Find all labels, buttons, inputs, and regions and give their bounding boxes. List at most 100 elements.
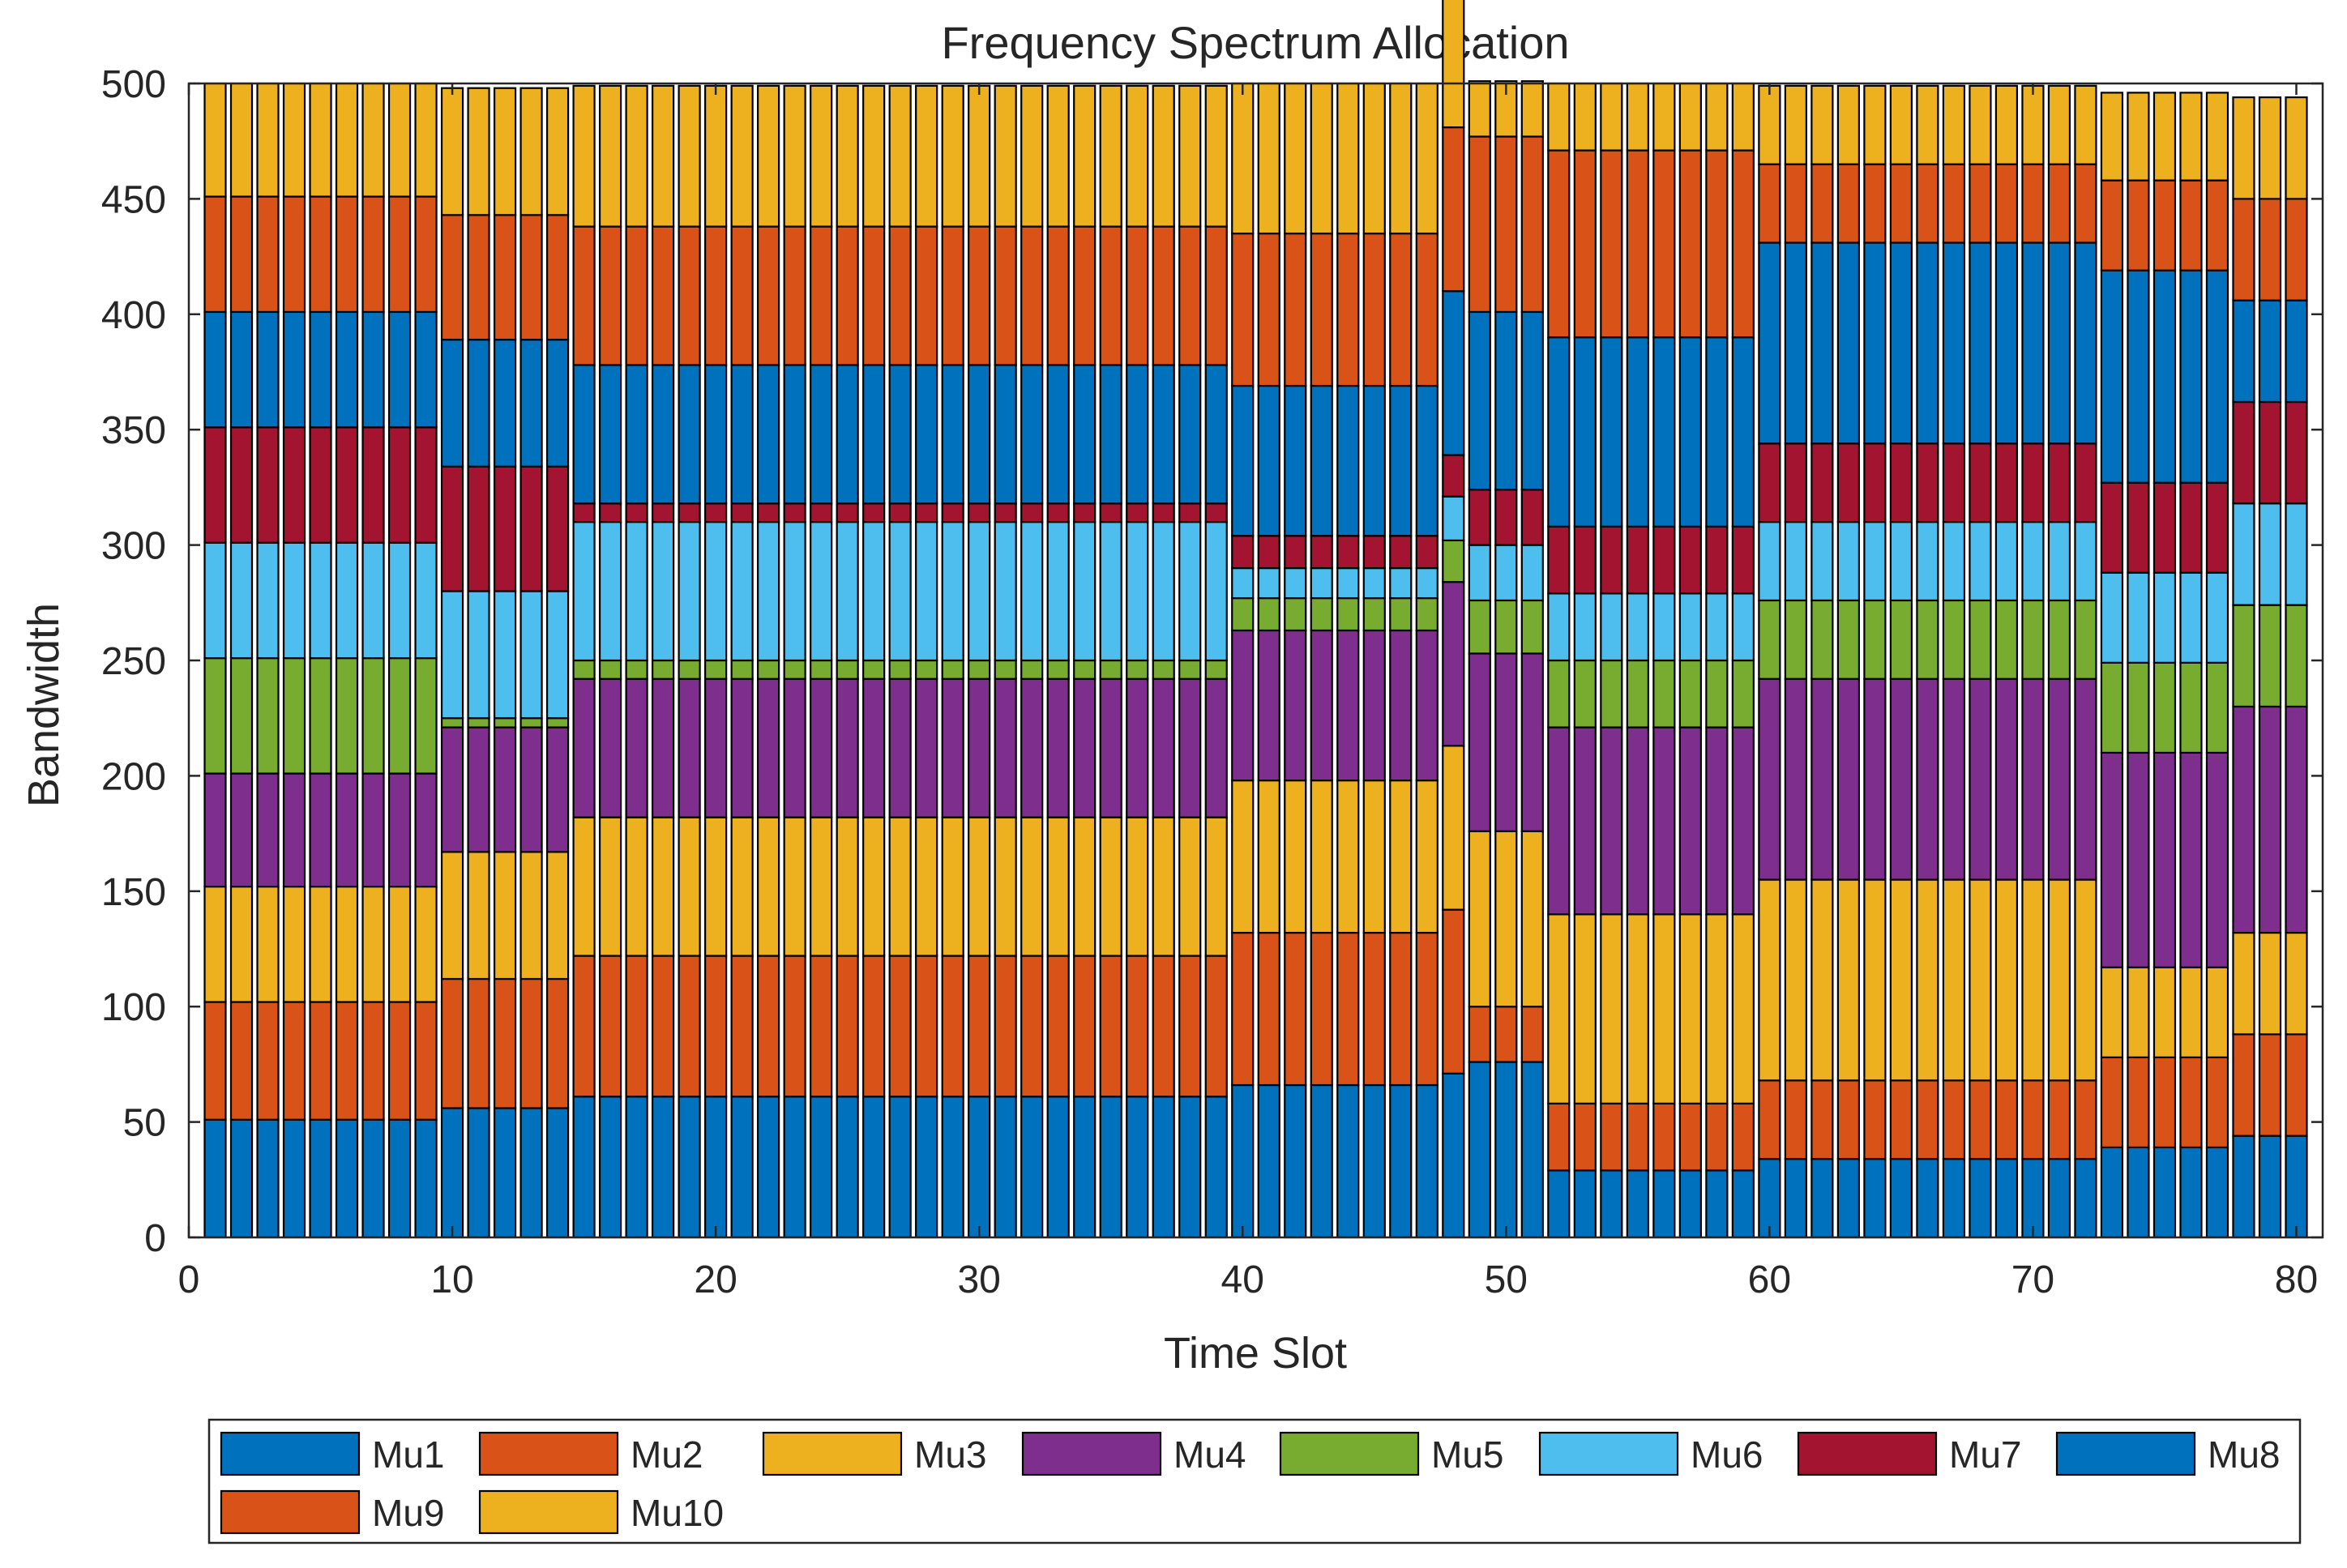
bar-t22-mu7	[757, 502, 780, 523]
bar-t29-mu6	[941, 521, 964, 662]
bar-t79-mu9	[2258, 198, 2282, 301]
bar-t58-mu1	[1705, 1169, 1729, 1239]
bar-t69-mu6	[1994, 521, 2019, 602]
bar-t24-mu4	[810, 677, 833, 818]
bar-t51-mu3	[1520, 830, 1544, 1008]
bar-t68-mu2	[1969, 1079, 1992, 1160]
bar-t60-mu9	[1758, 163, 1781, 244]
bar-t78-mu3	[2232, 931, 2255, 1036]
bar-t68-mu9	[1969, 163, 1992, 244]
bar-t18-mu4	[652, 677, 675, 818]
bar-t57-mu8	[1678, 336, 1702, 528]
bar-t53-mu1	[1573, 1169, 1597, 1239]
bar-t14-mu4	[545, 726, 570, 853]
bar-t53-mu6	[1573, 592, 1597, 662]
bar-t15-mu7	[572, 502, 596, 523]
bar-t79-mu8	[2258, 299, 2282, 404]
bar-t18-mu7	[652, 502, 675, 523]
bar-t72-mu10	[2074, 84, 2097, 165]
bar-t80-mu2	[2285, 1033, 2308, 1137]
chart-title: Frequency Spectrum Allocation	[941, 17, 1569, 68]
bar-t32-mu3	[1020, 816, 1044, 957]
bar-t78-mu4	[2232, 705, 2255, 934]
legend-label-mu4: Mu4	[1174, 1433, 1246, 1476]
bar-t29-mu5	[941, 659, 964, 680]
bar-t50-mu9	[1494, 135, 1518, 314]
bar-t75-mu3	[2152, 966, 2177, 1058]
bar-t58-mu6	[1705, 592, 1729, 662]
bar-t67-mu6	[1942, 521, 1966, 602]
bar-t13-mu6	[519, 590, 543, 720]
x-axis-label: Time Slot	[1164, 1329, 1347, 1378]
bar-t16-mu10	[598, 84, 622, 228]
bar-t24-mu10	[810, 84, 833, 228]
bar-t1-mu6	[203, 541, 227, 660]
bar-t12-mu8	[493, 339, 517, 468]
bar-t15-mu2	[572, 955, 596, 1098]
bar-t52-mu6	[1547, 592, 1571, 662]
bar-t40-mu5	[1231, 596, 1255, 632]
bar-t39-mu10	[1204, 84, 1228, 228]
bar-t37-mu6	[1152, 521, 1175, 662]
bar-t51-mu6	[1520, 544, 1544, 602]
bar-t65-mu10	[1889, 84, 1913, 165]
bar-t40-mu4	[1231, 629, 1255, 782]
bar-t67-mu1	[1942, 1158, 1966, 1239]
bar-t14-mu2	[545, 977, 570, 1109]
bar-t52-mu4	[1547, 726, 1571, 916]
bar-t52-mu1	[1547, 1169, 1571, 1239]
bar-t74-mu3	[2127, 966, 2150, 1058]
bar-t56-mu7	[1652, 525, 1676, 595]
bar-t54-mu1	[1600, 1169, 1623, 1239]
bar-t66-mu6	[1916, 521, 1939, 602]
bar-t46-mu9	[1389, 233, 1413, 387]
bar-t23-mu8	[783, 364, 806, 505]
bar-t79-mu4	[2258, 705, 2282, 934]
y-tick-label: 200	[101, 755, 166, 798]
bar-t7-mu9	[361, 195, 385, 314]
bar-t65-mu8	[1889, 241, 1913, 445]
bar-t64-mu6	[1863, 521, 1887, 602]
y-tick-label: 350	[101, 409, 166, 452]
bar-t2-mu8	[229, 310, 254, 429]
bar-t25-mu7	[836, 502, 859, 523]
bar-t53-mu2	[1573, 1102, 1597, 1172]
bar-t18-mu6	[652, 521, 675, 662]
bar-t39-mu5	[1204, 659, 1228, 680]
bar-t12-mu5	[493, 717, 517, 728]
bar-t13-mu9	[519, 214, 543, 341]
bar-t15-mu8	[572, 364, 596, 505]
bar-t1-mu8	[203, 310, 227, 429]
bar-t45-mu5	[1362, 596, 1386, 632]
bar-t48-mu1	[1442, 1072, 1465, 1239]
bar-t48-mu4	[1442, 581, 1465, 747]
bar-t60-mu3	[1758, 878, 1781, 1082]
bar-t41-mu1	[1257, 1083, 1280, 1239]
bar-t36-mu3	[1126, 816, 1149, 957]
bar-t38-mu1	[1178, 1096, 1202, 1239]
bar-t59-mu2	[1731, 1102, 1755, 1172]
bar-t35-mu3	[1099, 816, 1122, 957]
bar-t76-mu3	[2179, 966, 2203, 1058]
x-tick-label: 10	[430, 1258, 473, 1301]
bar-t10-mu1	[440, 1107, 464, 1239]
bar-t19-mu5	[678, 659, 701, 680]
bar-t71-mu9	[2047, 163, 2071, 244]
bar-t26-mu7	[862, 502, 886, 523]
bar-t80-mu6	[2285, 502, 2308, 606]
bar-t52-mu2	[1547, 1102, 1571, 1172]
bar-t46-mu10	[1389, 82, 1413, 235]
bar-t57-mu7	[1678, 525, 1702, 595]
bar-t73-mu4	[2100, 751, 2124, 968]
bar-t26-mu4	[862, 677, 886, 818]
bar-t21-mu4	[730, 677, 754, 818]
bar-t20-mu1	[704, 1096, 728, 1239]
bar-t71-mu3	[2047, 878, 2071, 1082]
y-tick-label: 0	[144, 1217, 166, 1260]
bar-t12-mu2	[493, 977, 517, 1109]
bar-t39-mu3	[1204, 816, 1228, 957]
bar-t9-mu10	[414, 82, 438, 198]
bar-t13-mu1	[519, 1107, 543, 1239]
bar-t5-mu8	[309, 310, 332, 429]
bar-t76-mu4	[2179, 751, 2203, 968]
